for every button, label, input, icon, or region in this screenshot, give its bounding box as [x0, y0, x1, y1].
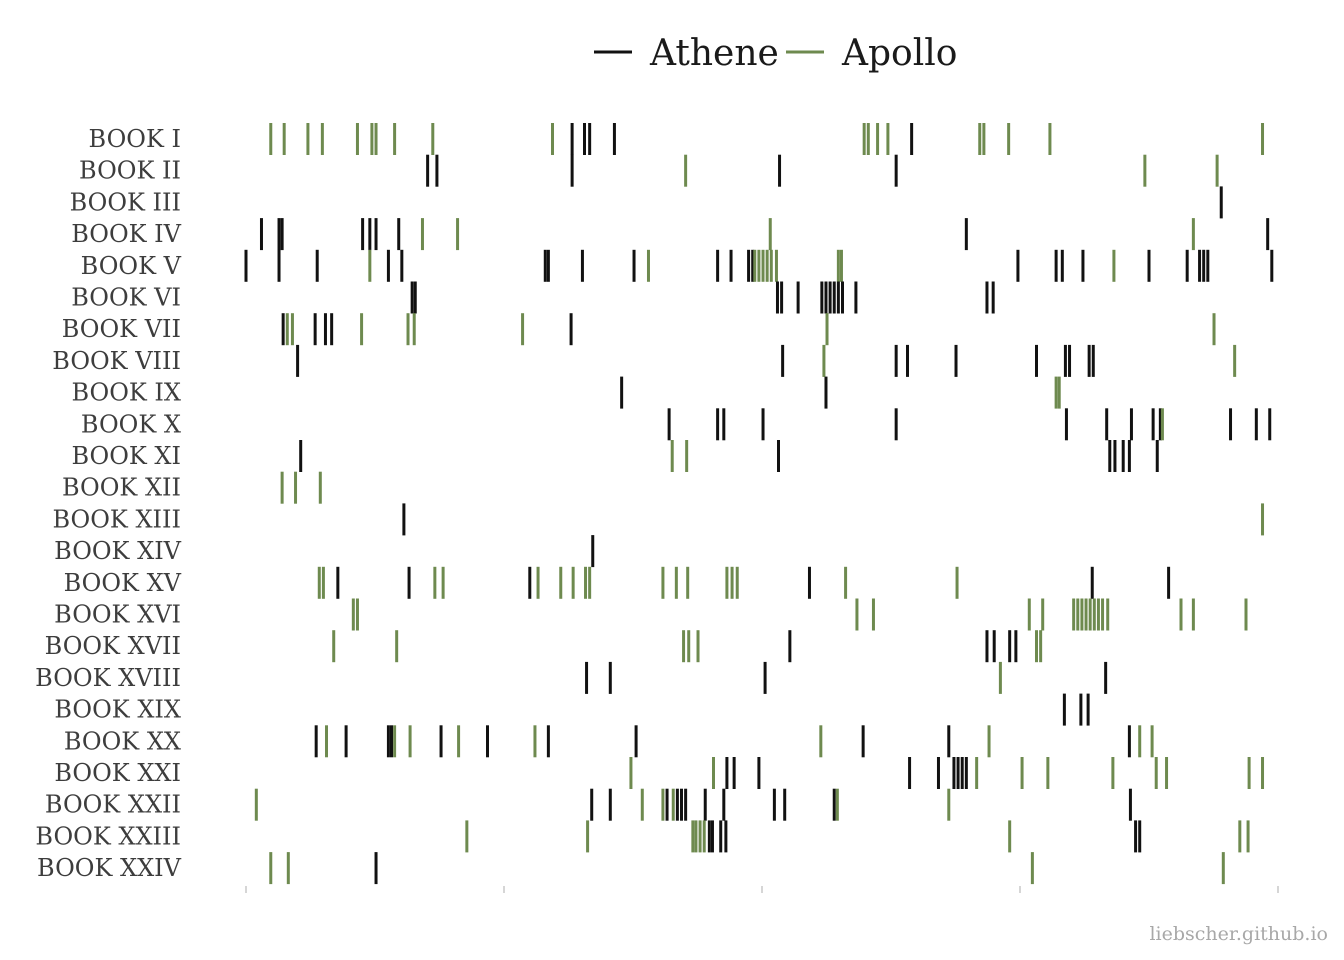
book-label: BOOK XVII: [45, 632, 181, 660]
book-label: BOOK VII: [62, 315, 181, 343]
book-label: BOOK XXII: [45, 791, 181, 819]
book-rows: BOOK I BOOK II BOOK III BOOK IV BOOK V BOOK V…: [35, 123, 1274, 885]
book-label: BOOK XXIII: [35, 822, 181, 850]
book-row: BOOK IV: [71, 218, 1270, 251]
book-row: BOOK V: [81, 249, 1274, 282]
book-label: BOOK XIX: [54, 696, 181, 724]
book-row: BOOK XV: [64, 566, 1171, 599]
book-label: BOOK III: [70, 188, 181, 216]
book-row: BOOK VIII: [52, 344, 1237, 377]
book-label: BOOK XX: [64, 727, 181, 755]
book-row: BOOK XVIII: [35, 661, 1108, 694]
book-label: BOOK V: [81, 252, 182, 280]
book-row: BOOK II: [79, 154, 1219, 187]
book-label: BOOK VIII: [52, 347, 181, 375]
book-row: BOOK VII: [62, 313, 1216, 346]
book-label: BOOK XIII: [52, 505, 181, 533]
legend-label-athene: Athene: [649, 33, 779, 74]
book-label: BOOK X: [81, 410, 181, 438]
book-label: BOOK XVI: [54, 601, 181, 629]
book-label: BOOK IX: [71, 379, 181, 407]
book-label: BOOK XXI: [54, 759, 181, 787]
book-label: BOOK II: [79, 157, 181, 185]
book-label: BOOK XXIV: [37, 854, 182, 882]
book-label: BOOK VI: [71, 284, 181, 312]
book-row: BOOK XXII: [45, 788, 1132, 821]
book-row: BOOK XIV: [54, 535, 595, 568]
book-row: BOOK XI: [71, 440, 1159, 472]
book-label: BOOK XII: [62, 474, 181, 502]
book-row: BOOK XVI: [54, 598, 1248, 631]
book-row: BOOK III: [70, 186, 1223, 219]
book-label: BOOK XIV: [54, 537, 182, 565]
book-label: BOOK I: [89, 125, 181, 153]
book-row: BOOK XII: [62, 471, 322, 504]
book-row: BOOK XXI: [54, 757, 1265, 789]
x-axis: [245, 886, 1279, 893]
legend: Athene Apollo: [594, 33, 957, 74]
book-label: BOOK XI: [71, 442, 181, 470]
book-row: BOOK XIII: [52, 503, 1265, 536]
book-row: BOOK XX: [64, 725, 1154, 758]
legend-label-apollo: Apollo: [841, 33, 957, 74]
book-label: BOOK XVIII: [35, 664, 181, 692]
book-row: BOOK XVII: [45, 630, 1043, 663]
book-row: BOOK I: [89, 123, 1265, 155]
book-label: BOOK XV: [64, 569, 182, 597]
book-row: BOOK VI: [71, 281, 995, 314]
book-row: BOOK IX: [71, 376, 1061, 409]
book-label: BOOK IV: [71, 220, 181, 248]
book-row: BOOK XIX: [54, 693, 1090, 726]
book-row: BOOK XXIV: [37, 852, 1225, 885]
book-row: BOOK X: [81, 408, 1272, 441]
book-row: BOOK XXIII: [35, 820, 1250, 853]
credit-text: liebscher.github.io: [1149, 923, 1328, 945]
